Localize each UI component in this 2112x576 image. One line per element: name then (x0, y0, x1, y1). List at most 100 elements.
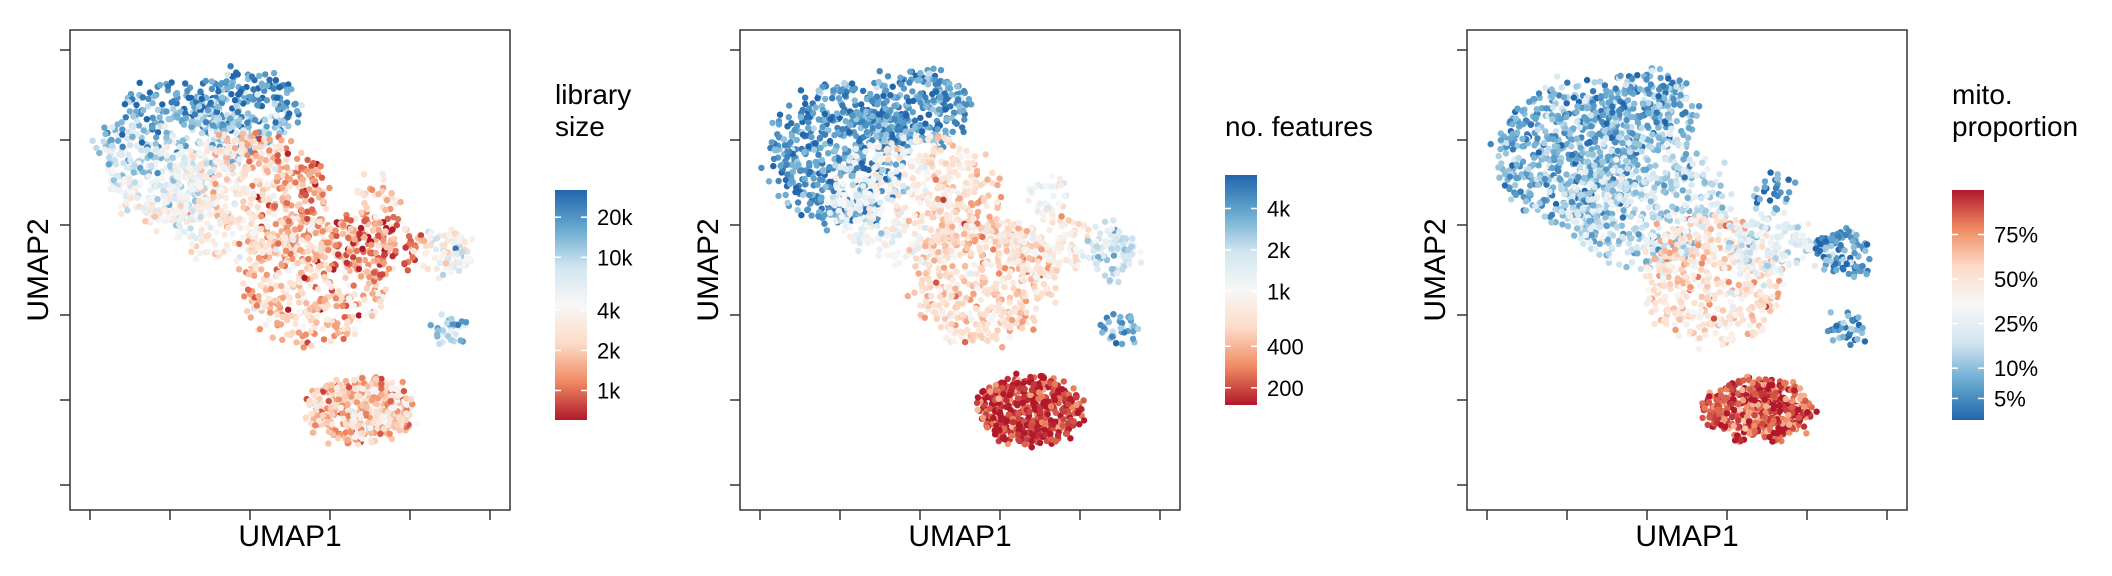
data-point (252, 116, 259, 124)
data-point (208, 131, 215, 138)
data-point (282, 247, 290, 254)
data-point (313, 319, 320, 326)
data-point (801, 181, 809, 188)
data-point (1075, 220, 1082, 228)
data-point (810, 175, 817, 182)
data-point (160, 187, 167, 195)
data-point (775, 121, 783, 128)
data-point (438, 311, 445, 318)
data-point (284, 331, 291, 338)
data-point (204, 196, 211, 203)
data-point (200, 152, 208, 159)
data-point (385, 265, 393, 272)
data-point (227, 63, 234, 70)
data-point (210, 189, 217, 196)
data-point (769, 119, 776, 127)
data-point (267, 162, 274, 169)
data-point (210, 238, 217, 245)
data-point (1010, 232, 1017, 240)
data-point (973, 399, 981, 407)
data-point (939, 311, 947, 318)
data-point (335, 251, 342, 258)
data-point (990, 312, 997, 319)
data-point (221, 164, 228, 171)
data-point (1023, 309, 1030, 316)
data-point (806, 200, 814, 207)
data-point (1101, 272, 1109, 279)
data-point (814, 181, 821, 188)
data-point (344, 401, 351, 408)
data-point (100, 138, 107, 145)
data-point (231, 97, 239, 104)
data-point (202, 141, 209, 148)
data-point (130, 169, 137, 176)
data-point (879, 166, 886, 173)
data-point (863, 128, 871, 136)
data-point (931, 257, 938, 264)
data-point (812, 104, 819, 111)
data-point (1053, 267, 1060, 274)
data-point (296, 309, 303, 316)
data-point (351, 291, 358, 298)
data-point (108, 124, 116, 131)
data-point (927, 226, 935, 234)
data-point (110, 177, 117, 184)
data-point (130, 123, 137, 130)
data-point (922, 248, 929, 256)
data-point (241, 293, 248, 300)
data-point (257, 225, 265, 233)
data-point (1052, 438, 1059, 445)
data-point (138, 139, 146, 146)
data-point (935, 106, 943, 113)
data-point (1009, 419, 1017, 426)
data-point (930, 148, 937, 155)
data-point (191, 111, 199, 118)
data-point (233, 257, 240, 264)
data-point (382, 206, 389, 214)
data-point (353, 399, 361, 406)
data-point (325, 440, 332, 447)
data-point (1006, 391, 1013, 399)
data-point (285, 194, 292, 201)
data-point (238, 141, 246, 148)
data-point (207, 211, 214, 218)
data-point (424, 265, 431, 272)
data-point (1019, 318, 1026, 325)
data-point (236, 156, 243, 163)
data-point (130, 113, 137, 120)
data-point (247, 93, 254, 100)
data-point (953, 268, 960, 275)
data-point (965, 165, 972, 172)
data-point (1008, 432, 1015, 440)
data-point (851, 159, 858, 166)
data-point (405, 233, 413, 240)
data-point (797, 114, 805, 121)
data-point (270, 69, 278, 77)
data-point (865, 166, 872, 174)
data-point (902, 204, 909, 211)
data-point (270, 85, 277, 92)
data-point (973, 270, 980, 278)
data-point (238, 136, 246, 143)
data-point (974, 285, 981, 292)
data-point (363, 285, 370, 292)
data-point (333, 232, 340, 240)
data-point (826, 137, 834, 145)
data-point (1029, 432, 1037, 439)
data-point (993, 335, 1000, 343)
data-point (232, 183, 240, 191)
data-point (240, 280, 247, 287)
data-point (439, 271, 447, 278)
data-point (372, 249, 379, 257)
data-point (145, 173, 152, 180)
data-point (946, 193, 953, 200)
data-point (292, 320, 299, 328)
data-point (770, 162, 777, 170)
data-point (254, 101, 261, 109)
data-point (952, 285, 959, 292)
data-point (262, 243, 269, 251)
data-point (297, 246, 304, 254)
data-point (351, 331, 358, 338)
data-point (292, 179, 299, 186)
data-point (1045, 273, 1052, 280)
